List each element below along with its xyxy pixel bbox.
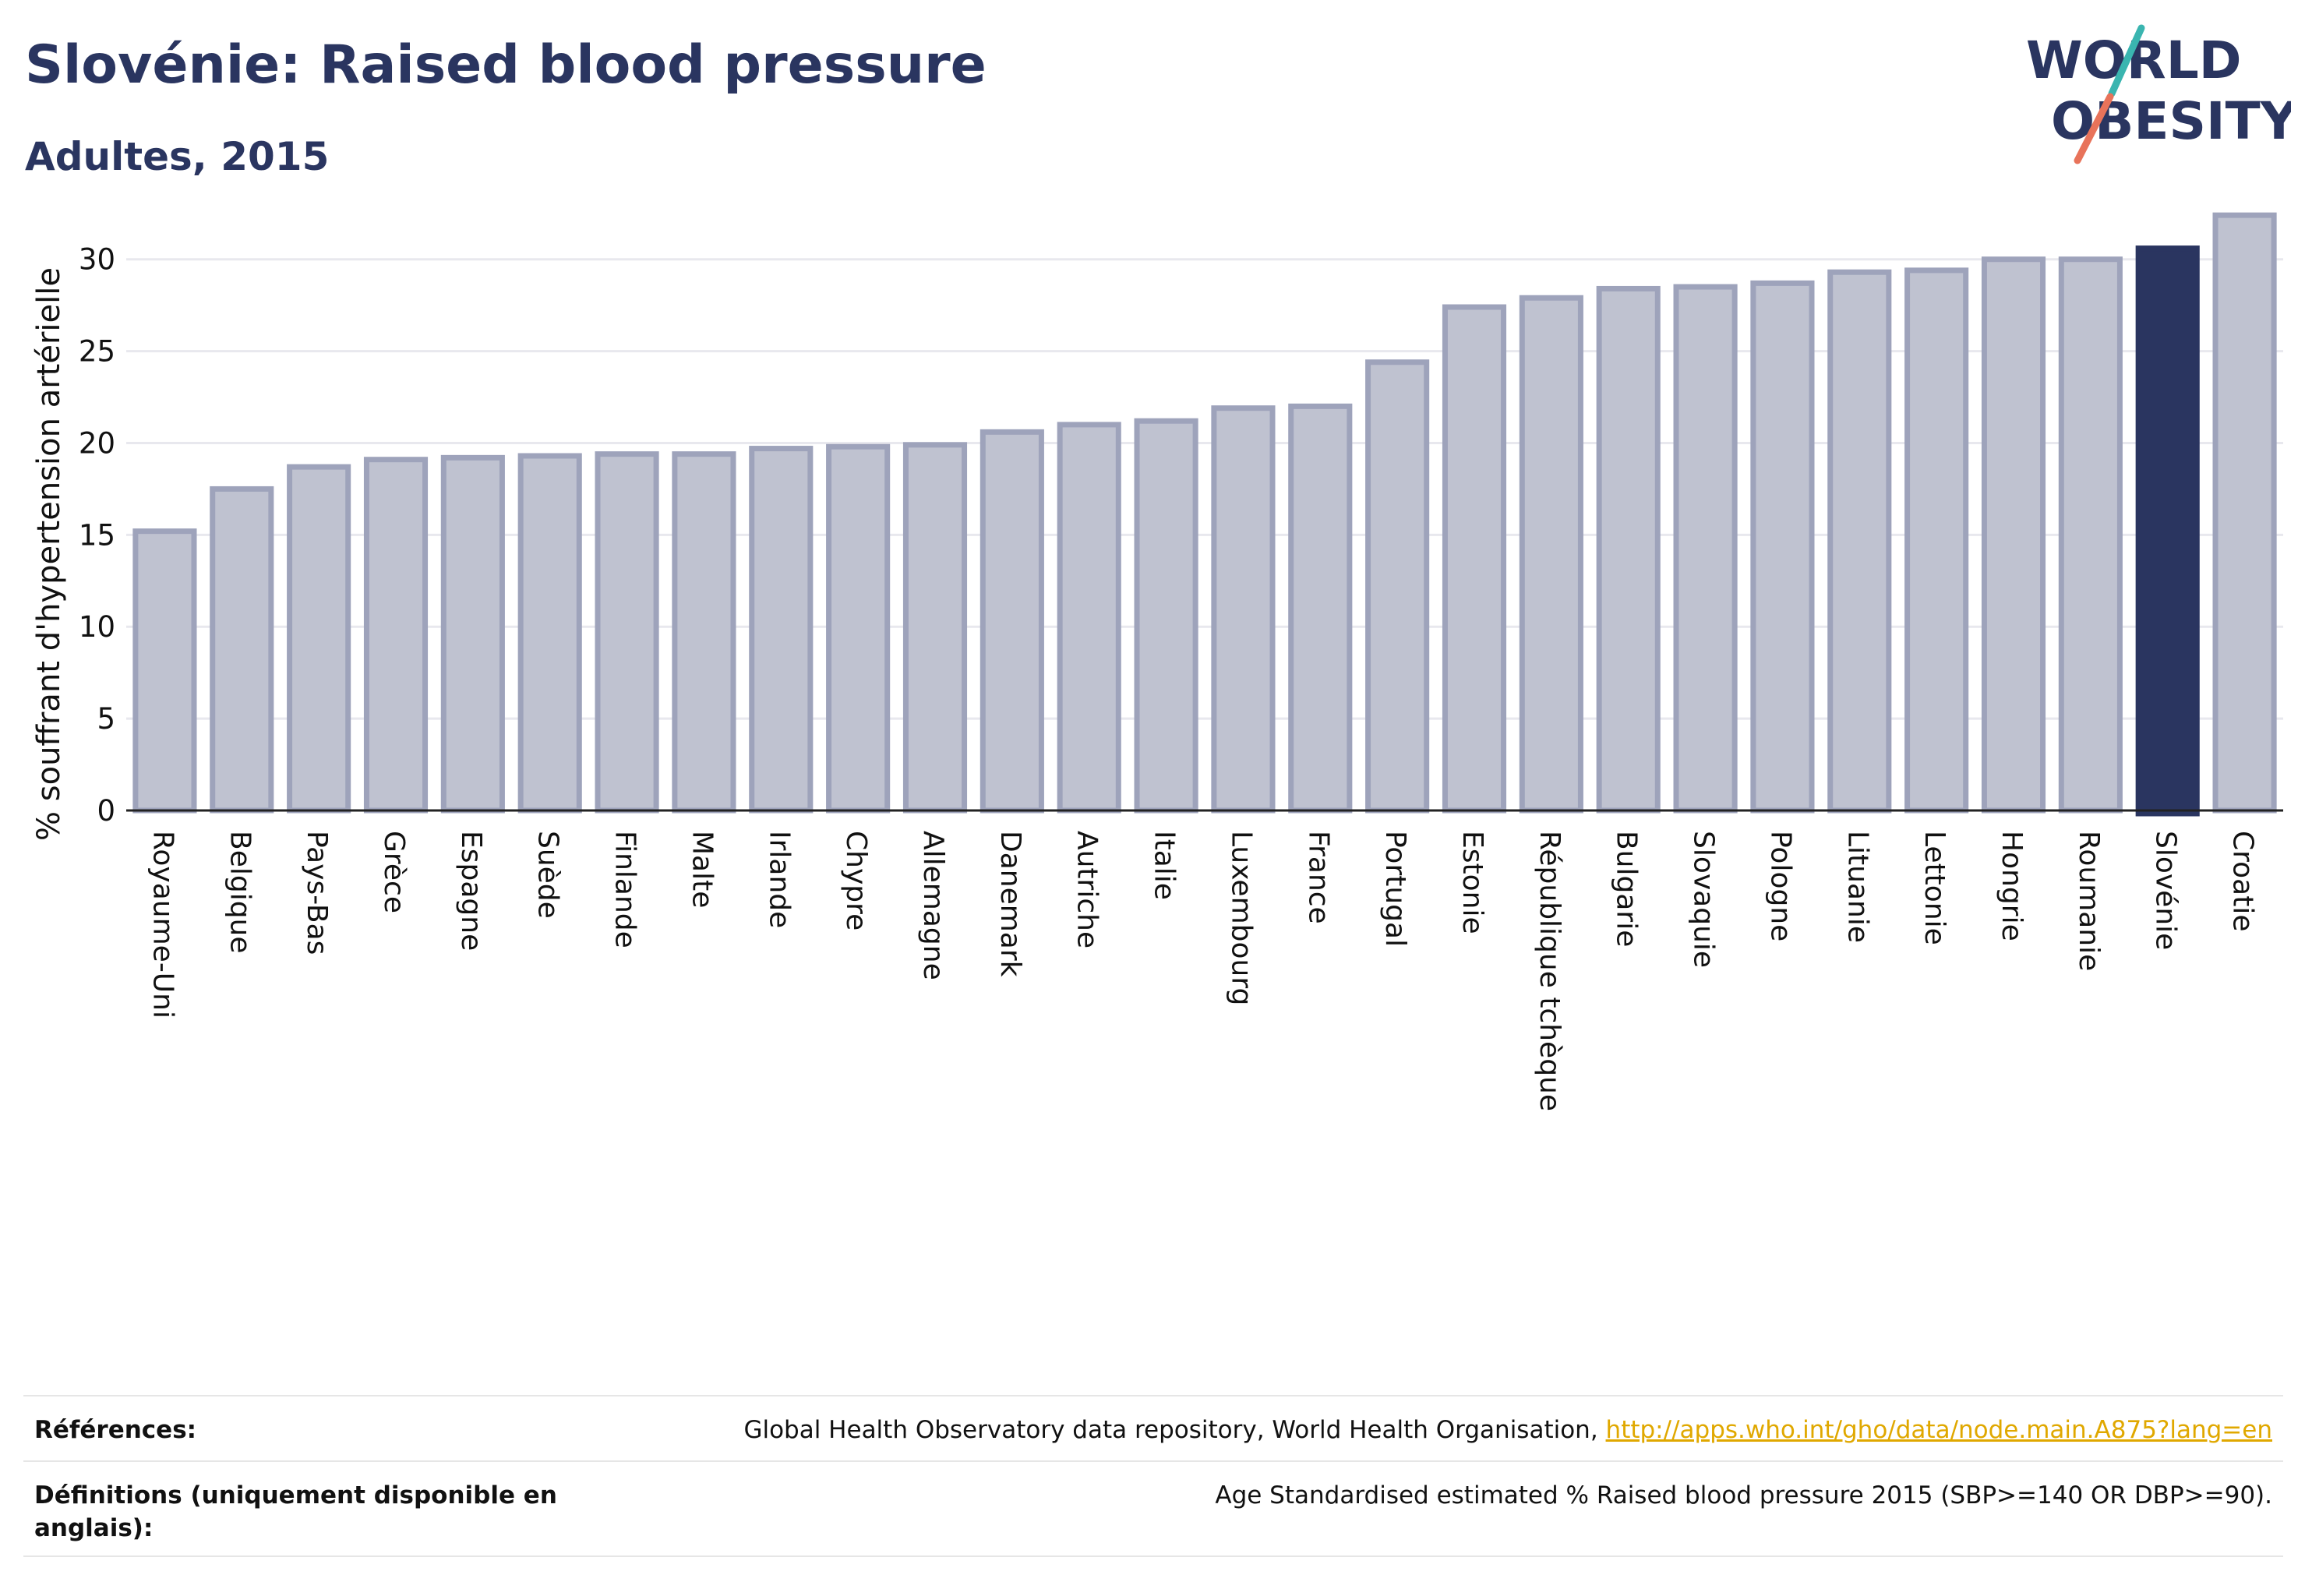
bar-finlande [595, 451, 659, 814]
x-tick-label: Pays-Bas [301, 831, 333, 955]
bar-portugal [1365, 359, 1430, 814]
bar-danemark [980, 429, 1044, 814]
x-tick-label: Royaume-Uni [146, 831, 178, 1019]
x-tick-label: Espagne [455, 831, 487, 951]
bar-bulgarie [1596, 285, 1661, 814]
x-tick-label: Irlande [763, 831, 795, 928]
x-tick-label: Pologne [1764, 831, 1796, 941]
y-tick-label: 20 [79, 426, 115, 460]
bar-slovaquie [1673, 284, 1738, 814]
bar-estonie [1442, 304, 1507, 814]
y-tick-label: 5 [97, 702, 115, 736]
bar-slovénie [2135, 245, 2200, 817]
references-table: Références: Global Health Observatory da… [23, 1395, 2283, 1557]
x-tick-label: Chypre [840, 831, 872, 930]
x-tick-label: Estonie [1456, 831, 1488, 934]
x-tick-label: Italie [1149, 831, 1181, 900]
page-title: Slovénie: Raised blood pressure [25, 34, 987, 96]
bar-royaume-uni [132, 528, 197, 814]
bar-croatie [2212, 212, 2277, 814]
bar-lettonie [1904, 267, 1969, 814]
references-label: Références: [34, 1416, 197, 1444]
x-tick-label: Roumanie [2073, 831, 2105, 971]
y-tick-label: 10 [79, 610, 115, 644]
x-tick-label: Malte [686, 831, 718, 908]
x-tick-label: Hongrie [1996, 831, 2028, 941]
x-tick-label: Bulgarie [1611, 831, 1643, 947]
y-tick-label: 0 [97, 794, 115, 828]
y-tick-label: 30 [79, 243, 115, 277]
definitions-value: Age Standardised estimated % Raised bloo… [1215, 1481, 2272, 1509]
bar-grèce [363, 457, 429, 814]
y-axis-ticks: 0 5 10 15 20 25 30 [79, 243, 115, 828]
x-tick-label: Croatie [2227, 831, 2259, 932]
definitions-row: Définitions (uniquement disponible en an… [23, 1460, 2283, 1557]
x-tick-label: Belgique [224, 831, 256, 954]
x-tick-label: France [1302, 831, 1334, 924]
x-tick-label: Grèce [378, 831, 410, 913]
x-tick-label: Finlande [609, 831, 641, 948]
x-tick-label: Lituanie [1841, 831, 1873, 943]
bar-suède [517, 453, 582, 814]
x-tick-label: Suède [532, 831, 564, 919]
bar-lituanie [1827, 269, 1892, 814]
x-tick-label: Portugal [1379, 831, 1411, 947]
x-tick-label: Lettonie [1918, 831, 1950, 945]
definitions-label: Définitions (uniquement disponible en an… [34, 1481, 557, 1542]
x-tick-label: Slovénie [2150, 831, 2182, 950]
bar-autriche [1057, 422, 1121, 814]
x-tick-label: Allemagne [917, 831, 949, 980]
logo-slash-top [2108, 24, 2145, 97]
bar-hongrie [1981, 256, 2046, 814]
y-tick-label: 25 [79, 335, 115, 369]
references-text: Global Health Observatory data repositor… [743, 1416, 1606, 1444]
bar-république-tchèque [1519, 295, 1583, 814]
x-axis-labels: Royaume-Uni Belgique Pays-Bas Grèce Espagne S… [146, 831, 2258, 1111]
x-tick-label: Danemark [994, 831, 1026, 977]
y-tick-label: 15 [79, 518, 115, 552]
x-tick-label: République tchèque [1534, 831, 1565, 1111]
bar-espagne [440, 454, 505, 814]
y-axis-label: % souffrant d'hypertension artérielle [31, 267, 67, 841]
bar-allemagne [902, 442, 968, 814]
references-link[interactable]: http://apps.who.int/gho/data/node.main.A… [1605, 1416, 2272, 1444]
bar-roumanie [2058, 256, 2123, 814]
logo-slash-bottom [2074, 93, 2114, 164]
x-tick-label: Slovaquie [1688, 831, 1720, 968]
bar-chart: 0 5 10 15 20 25 30 Royaume-Uni Belgique Pays-Bas… [31, 212, 2283, 1111]
world-obesity-logo: WORLD OBESITY [2026, 24, 2291, 164]
bar-irlande [749, 446, 814, 814]
bar-belgique [210, 486, 274, 814]
bar-pays-bas [287, 464, 351, 814]
bar-chypre [826, 443, 891, 814]
x-tick-label: Autriche [1071, 831, 1103, 948]
bar-malte [672, 451, 736, 814]
page-subtitle: Adultes, 2015 [25, 134, 330, 179]
bar-pologne [1750, 280, 1815, 814]
references-value: Global Health Observatory data repositor… [743, 1414, 2272, 1446]
bar-italie [1134, 418, 1198, 814]
bar-france [1288, 403, 1353, 814]
references-row: Références: Global Health Observatory da… [23, 1395, 2283, 1460]
bar-luxembourg [1211, 405, 1276, 814]
bars [132, 212, 2277, 817]
x-tick-label: Luxembourg [1225, 831, 1257, 1005]
